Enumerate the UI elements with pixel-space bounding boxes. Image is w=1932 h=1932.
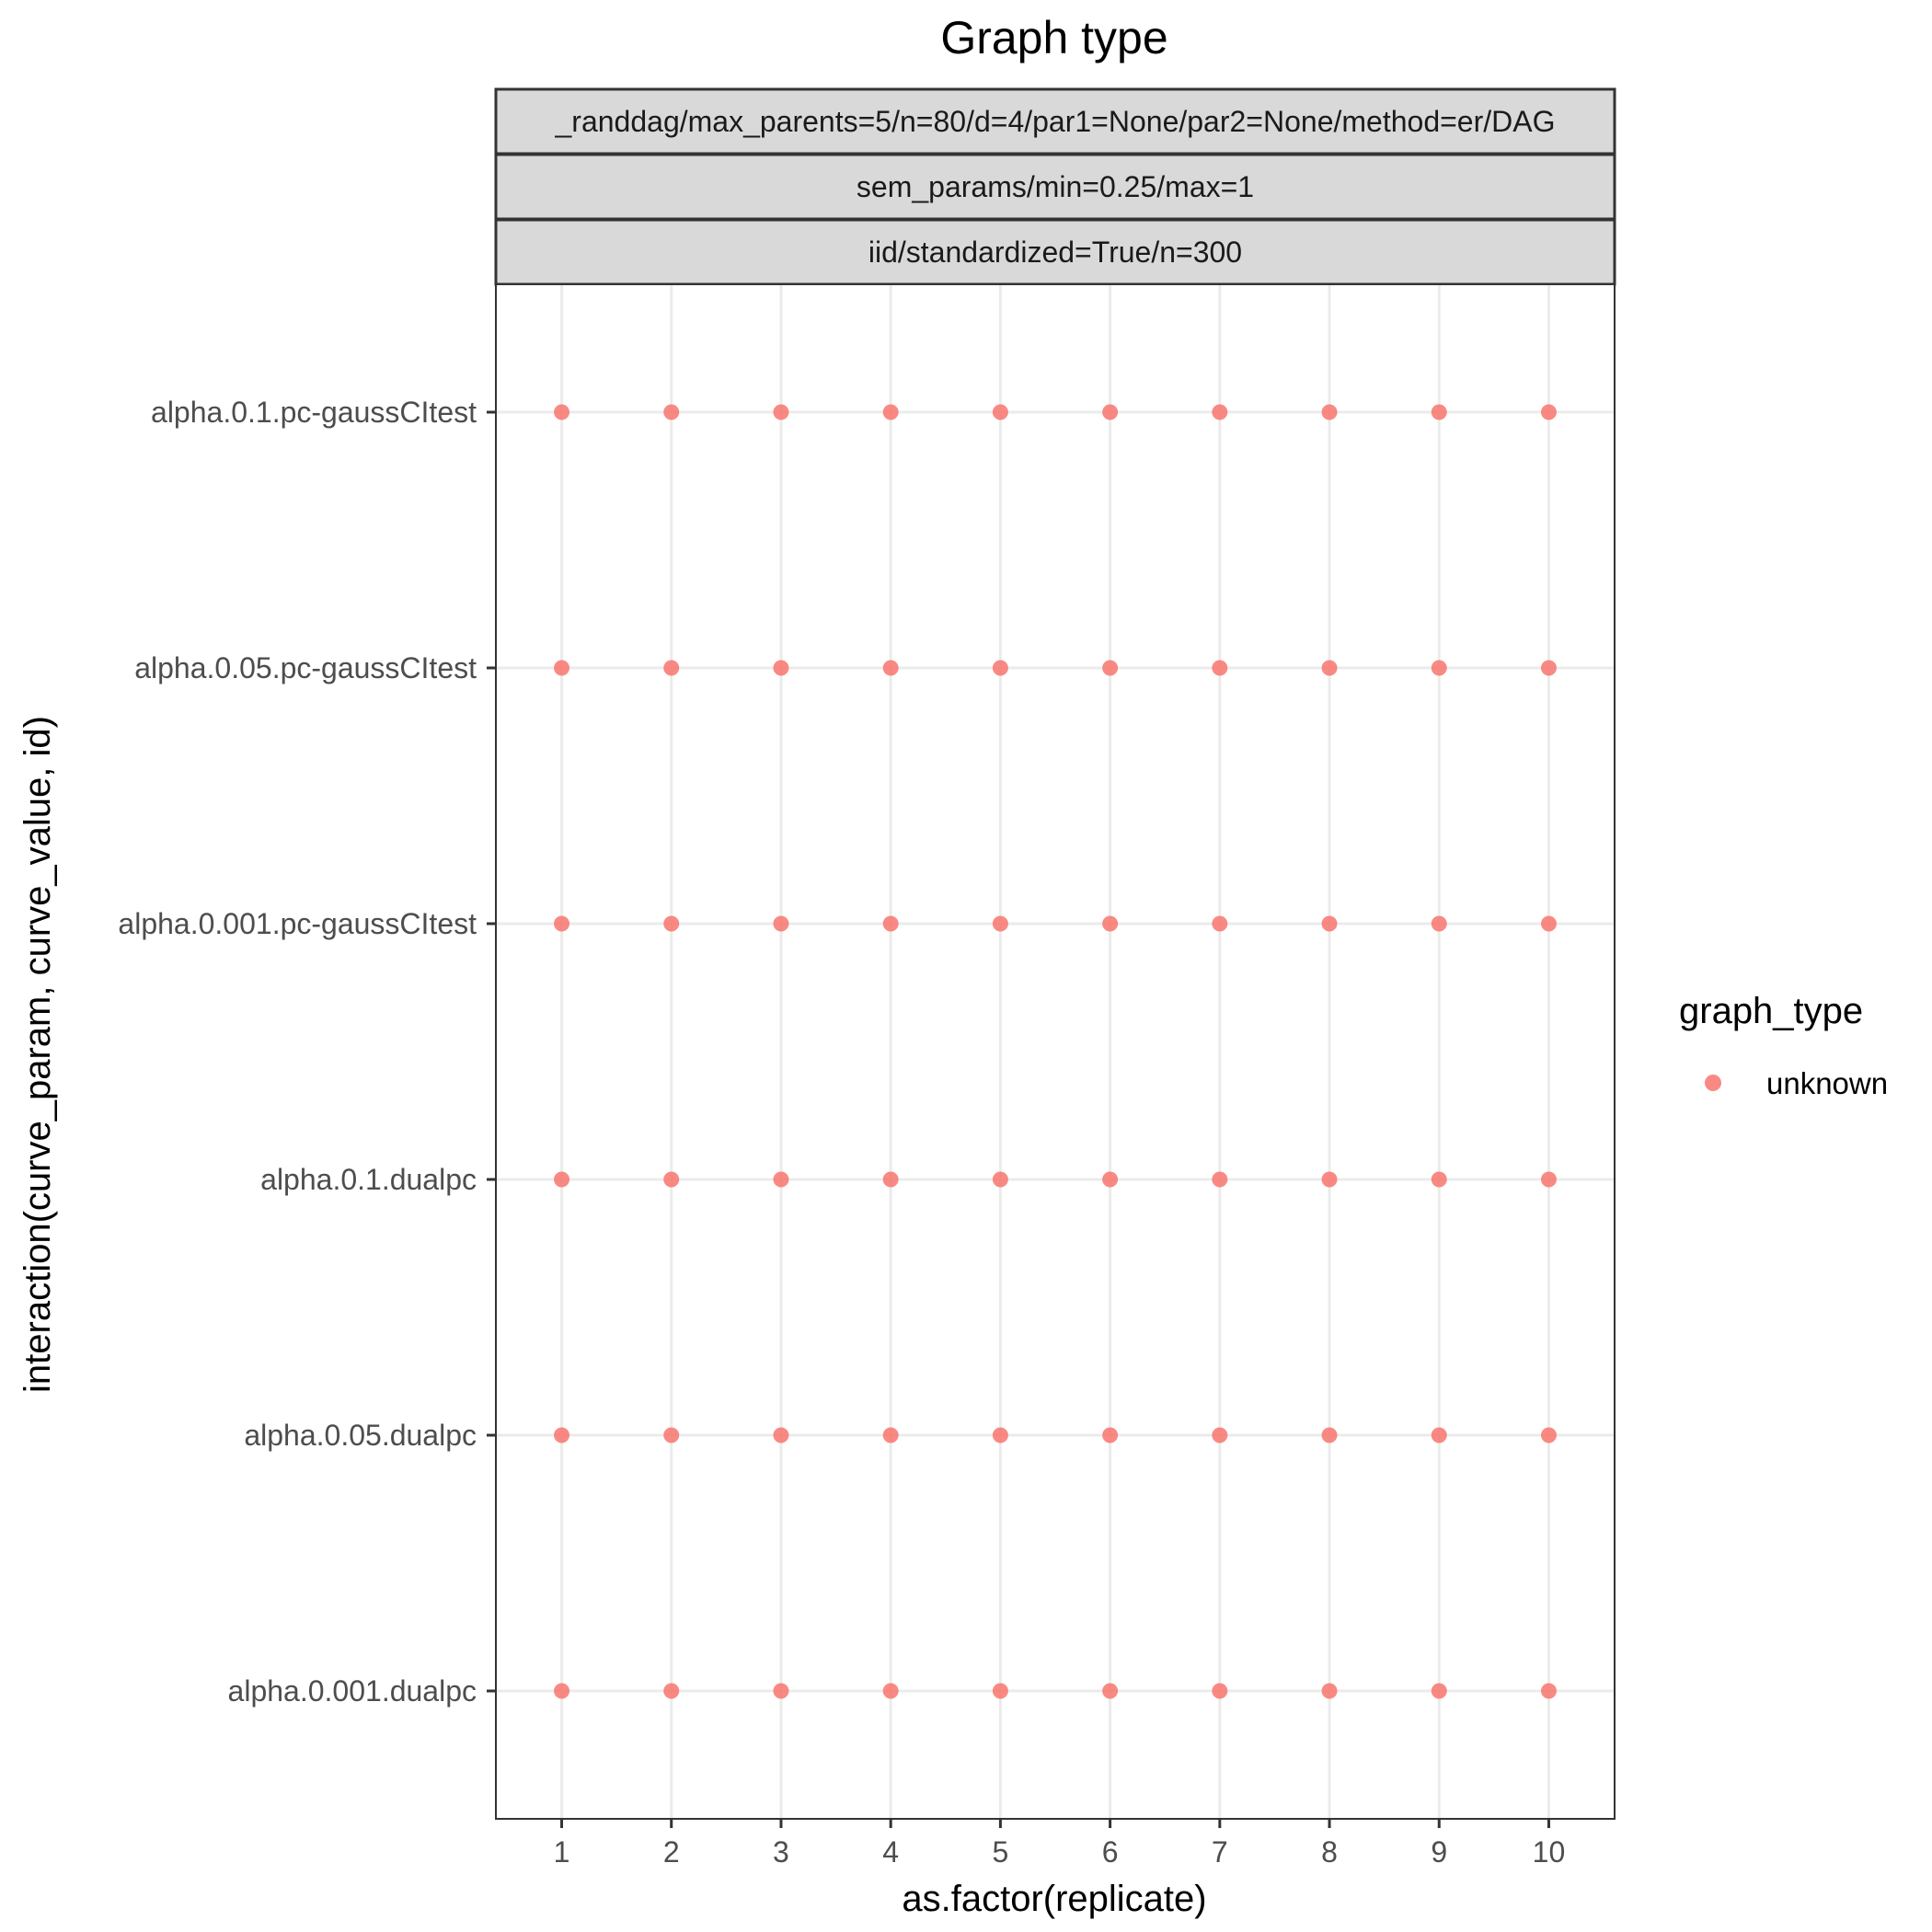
data-point <box>1321 915 1338 932</box>
data-point <box>663 1683 680 1699</box>
x-tick-label: 8 <box>1321 1835 1338 1869</box>
data-point <box>1540 660 1557 676</box>
data-point <box>1321 660 1338 676</box>
data-point <box>1102 1427 1119 1443</box>
data-point <box>663 1427 680 1443</box>
facet-strip: sem_params/min=0.25/max=1 <box>494 153 1616 221</box>
data-point <box>1212 660 1228 676</box>
x-tick-label: 7 <box>1212 1835 1228 1869</box>
data-point <box>1321 1171 1338 1188</box>
data-point <box>992 1427 1008 1443</box>
legend-label-unknown: unknown <box>1766 1066 1888 1100</box>
data-point <box>1540 1427 1557 1443</box>
data-point <box>773 660 789 676</box>
data-point <box>773 404 789 420</box>
x-tick-label: 10 <box>1533 1835 1566 1869</box>
data-point <box>1102 1171 1119 1188</box>
x-axis-label: as.factor(replicate) <box>902 1879 1206 1919</box>
data-point <box>882 915 899 932</box>
facet-strip-label: iid/standardized=True/n=300 <box>868 236 1242 269</box>
data-point <box>773 1683 789 1699</box>
data-point <box>1102 660 1119 676</box>
data-point <box>663 404 680 420</box>
x-tick-label: 9 <box>1431 1835 1447 1869</box>
data-point <box>1540 1171 1557 1188</box>
data-point <box>1431 660 1447 676</box>
data-point <box>773 1171 789 1188</box>
data-point <box>554 915 570 932</box>
facet-strip-label: sem_params/min=0.25/max=1 <box>857 170 1254 203</box>
x-tick-label: 3 <box>773 1835 789 1869</box>
data-point <box>1321 1683 1338 1699</box>
y-tick-label: alpha.0.1.pc-gaussCItest <box>151 396 477 429</box>
data-point <box>882 660 899 676</box>
legend-key-unknown <box>1705 1075 1721 1091</box>
data-point <box>882 404 899 420</box>
data-point <box>1102 404 1119 420</box>
x-tick-label: 1 <box>554 1835 570 1869</box>
data-point <box>1431 915 1447 932</box>
series-unknown <box>554 404 1557 1699</box>
facet-strip: _randdag/max_parents=5/n=80/d=4/par1=Non… <box>494 87 1616 155</box>
x-tick-label: 4 <box>882 1835 899 1869</box>
data-point <box>1102 915 1119 932</box>
data-point <box>882 1427 899 1443</box>
data-point <box>554 1683 570 1699</box>
facet-strip-label: _randdag/max_parents=5/n=80/d=4/par1=Non… <box>555 105 1556 138</box>
grid-lines <box>496 284 1615 1819</box>
data-point <box>1212 915 1228 932</box>
y-axis: alpha.0.1.pc-gaussCItest alpha.0.05.pc-ga… <box>118 396 496 1708</box>
data-point <box>1102 1683 1119 1699</box>
x-tick-label: 2 <box>663 1835 680 1869</box>
data-point <box>1212 1171 1228 1188</box>
data-point <box>1212 1427 1228 1443</box>
data-point <box>554 404 570 420</box>
data-point <box>992 1683 1008 1699</box>
data-point <box>1540 915 1557 932</box>
panel-border <box>495 283 1616 1820</box>
y-tick-label: alpha.0.001.dualpc <box>228 1674 477 1708</box>
data-point <box>992 404 1008 420</box>
legend-title: graph_type <box>1679 991 1863 1031</box>
data-point <box>1540 404 1557 420</box>
facet-strips: _randdag/max_parents=5/n=80/d=4/par1=Non… <box>494 87 1616 286</box>
chart-title: Graph type <box>940 12 1167 63</box>
data-point <box>992 1171 1008 1188</box>
data-point <box>992 660 1008 676</box>
x-tick-label: 5 <box>992 1835 1008 1869</box>
data-point <box>1431 404 1447 420</box>
data-point <box>1540 1683 1557 1699</box>
x-axis: 1 2 3 4 5 6 7 8 9 10 <box>554 1819 1566 1869</box>
y-axis-label: interaction(curve_param, curve_value, id… <box>17 716 58 1393</box>
data-point <box>663 1171 680 1188</box>
data-point <box>882 1683 899 1699</box>
data-point <box>554 1171 570 1188</box>
plot-panel <box>495 283 1616 1820</box>
data-point <box>1431 1427 1447 1443</box>
data-point <box>1321 1427 1338 1443</box>
legend: graph_type unknown <box>1679 991 1888 1100</box>
y-tick-label: alpha.0.05.dualpc <box>244 1419 477 1452</box>
x-tick-label: 6 <box>1102 1835 1119 1869</box>
data-point <box>882 1171 899 1188</box>
data-point <box>992 915 1008 932</box>
y-tick-label: alpha.0.05.pc-gaussCItest <box>134 651 477 684</box>
data-point <box>554 660 570 676</box>
data-point <box>1212 404 1228 420</box>
y-tick-label: alpha.0.1.dualpc <box>260 1163 477 1196</box>
data-point <box>1431 1171 1447 1188</box>
data-point <box>554 1427 570 1443</box>
data-point <box>1431 1683 1447 1699</box>
facet-strip: iid/standardized=True/n=300 <box>494 218 1616 286</box>
y-tick-label: alpha.0.001.pc-gaussCItest <box>118 907 477 940</box>
data-point <box>773 915 789 932</box>
data-point <box>663 915 680 932</box>
data-point <box>773 1427 789 1443</box>
data-point <box>1212 1683 1228 1699</box>
data-point <box>663 660 680 676</box>
data-point <box>1321 404 1338 420</box>
